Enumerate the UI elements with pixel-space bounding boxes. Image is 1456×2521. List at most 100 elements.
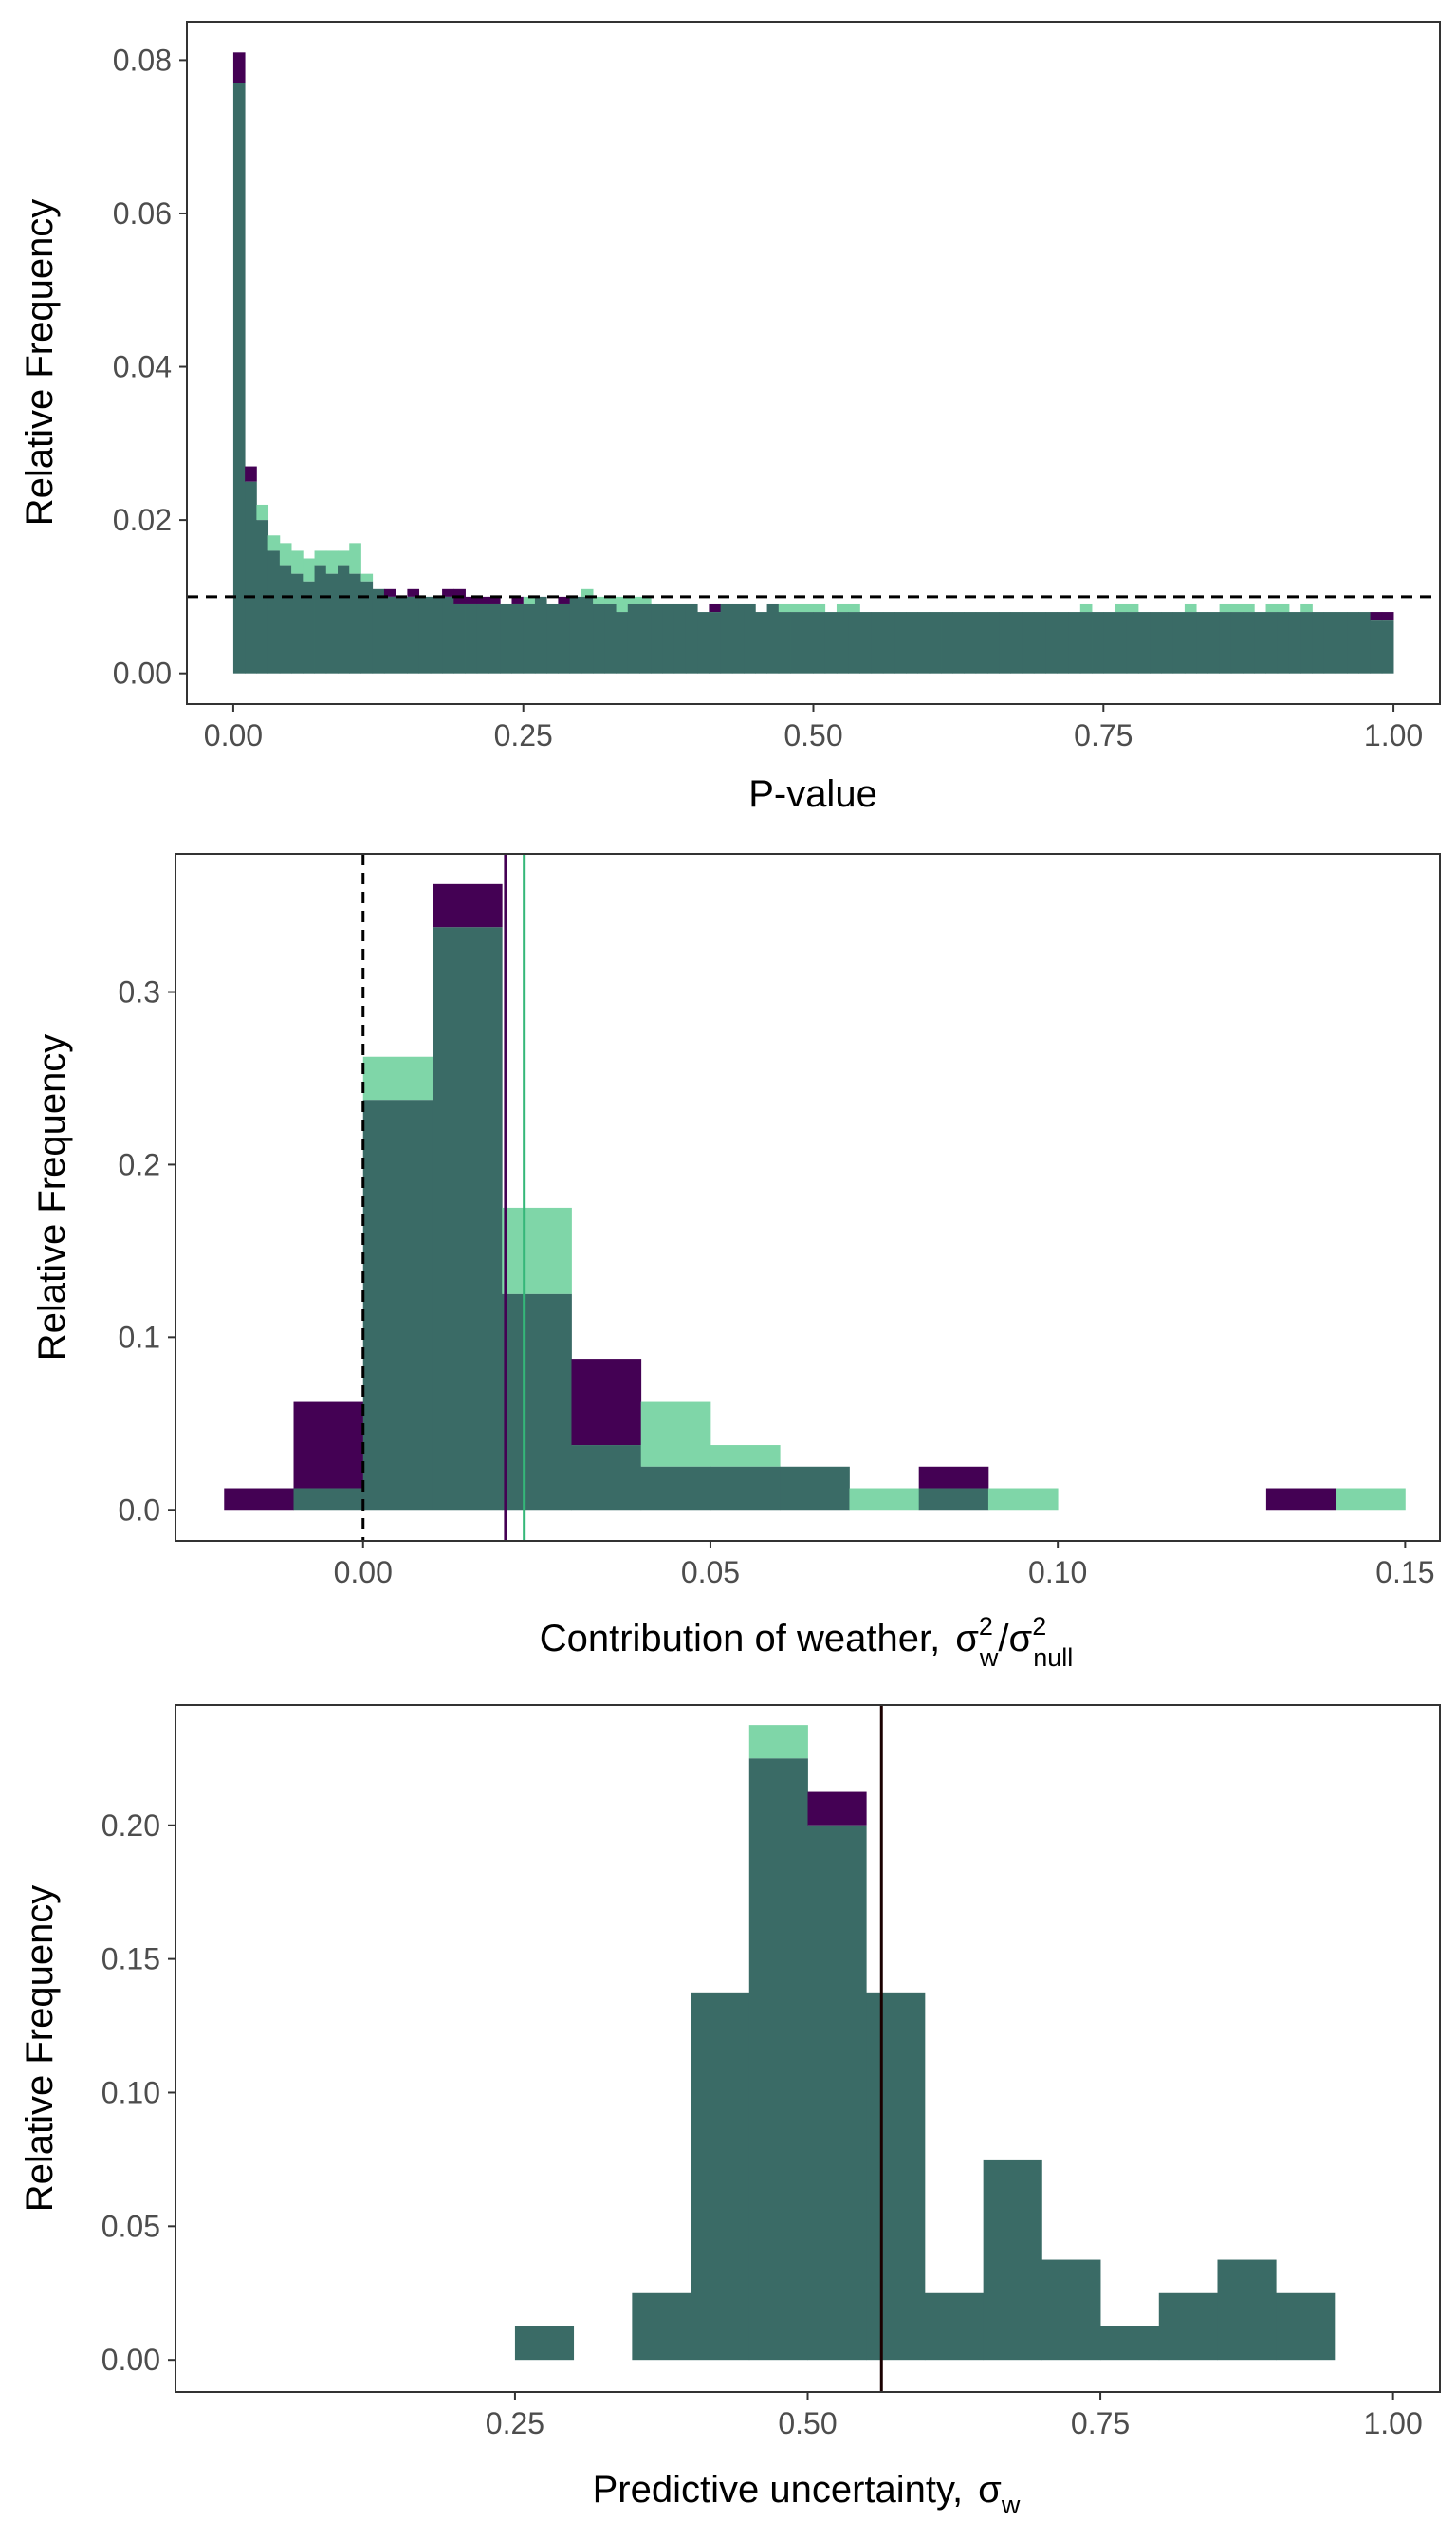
bar-overlap	[627, 603, 640, 674]
bar-overlap	[1045, 612, 1058, 674]
bar-overlap	[744, 603, 756, 674]
bar-overlap	[476, 603, 489, 674]
bar-overlap	[1115, 612, 1128, 674]
bar-overlap	[1033, 612, 1046, 674]
bar-overlap	[1335, 612, 1348, 674]
bar-group-b-excess	[639, 596, 652, 604]
bar-overlap	[430, 596, 443, 674]
bar-overlap	[453, 603, 466, 674]
y-tick-label: 0.20	[101, 1808, 160, 1843]
bar-overlap	[432, 927, 503, 1511]
y-tick-label: 0.06	[113, 196, 172, 231]
bars-uncertainty	[514, 1725, 1336, 2361]
bar-overlap	[418, 596, 432, 674]
bar-overlap	[918, 1488, 989, 1511]
x-tick-label: 0.10	[1028, 1555, 1087, 1589]
bar-overlap	[685, 603, 698, 674]
bar-overlap	[338, 565, 350, 674]
bar-overlap	[1230, 612, 1244, 674]
bar-group-b-excess	[291, 550, 304, 574]
bar-group-b-excess	[360, 573, 374, 582]
bar-group-b-excess	[1300, 603, 1313, 613]
bar-group-b-excess	[314, 550, 327, 566]
panel-pvalue: 0.00 0.02 0.04 0.06 0.08 0.00 0.25 0.50 0.75 1.0…	[19, 21, 1441, 815]
bar-overlap	[546, 603, 559, 674]
bar-overlap	[325, 573, 339, 674]
sub-numerator: w	[979, 1643, 999, 1672]
bar-overlap	[1172, 612, 1186, 674]
y-axis-title-pvalue: Relative Frequency	[19, 199, 61, 527]
bar-overlap	[1370, 620, 1383, 674]
x-axis-title-text: Contribution of weather,	[540, 1618, 940, 1659]
bar-overlap	[894, 612, 907, 674]
bar-overlap	[848, 612, 860, 674]
panel-uncertainty: 0.00 0.05 0.10 0.15 0.20 0.25 0.50 0.75 1.00 Re…	[19, 1704, 1441, 2519]
bar-overlap	[813, 612, 826, 674]
bar-overlap	[396, 596, 408, 674]
bar-group-b-excess	[502, 1207, 572, 1294]
bar-overlap	[1126, 612, 1139, 674]
bar-overlap	[232, 83, 246, 674]
bar-group-a-excess	[476, 596, 489, 604]
fraction-slash: /	[998, 1618, 1009, 1659]
bar-group-a-excess	[511, 596, 525, 604]
bar-overlap	[1300, 612, 1313, 674]
bar-group-a-excess	[232, 52, 246, 83]
bar-group-b-excess	[279, 543, 292, 566]
bar-group-b-excess	[267, 535, 281, 551]
bar-overlap	[802, 612, 814, 674]
y-axis-title-uncertainty: Relative Frequency	[19, 1885, 61, 2213]
bar-overlap	[866, 1992, 926, 2361]
bar-overlap	[662, 603, 675, 674]
bar-group-a-excess	[558, 596, 571, 604]
bar-overlap	[581, 596, 594, 674]
y-tick-label: 0.00	[101, 2343, 160, 2377]
bar-overlap	[975, 612, 988, 674]
y-axis-uncertainty: 0.00 0.05 0.10 0.15 0.20	[101, 1808, 175, 2377]
x-tick-label: 1.00	[1363, 2406, 1422, 2440]
bar-overlap	[1276, 2292, 1336, 2361]
bar-overlap	[488, 603, 501, 674]
bar-overlap	[465, 603, 478, 674]
bar-overlap	[1196, 612, 1208, 674]
bar-overlap	[314, 565, 327, 674]
bars-contribution	[224, 883, 1406, 1511]
bar-overlap	[1184, 612, 1197, 674]
sup-denominator: 2	[1032, 1612, 1046, 1641]
bar-overlap	[1079, 612, 1093, 674]
bar-group-b-excess	[778, 603, 791, 613]
bar-group-a-excess	[807, 1791, 867, 1826]
bar-overlap	[293, 1488, 364, 1511]
bar-overlap	[372, 588, 385, 674]
bar-overlap	[1381, 620, 1394, 674]
bar-overlap	[1312, 612, 1325, 674]
y-tick-label: 0.3	[119, 975, 160, 1010]
bar-overlap	[511, 603, 525, 674]
bar-overlap	[1022, 612, 1035, 674]
x-tick-label: 0.25	[494, 718, 553, 752]
sigma-subscript: w	[1001, 2491, 1021, 2519]
bar-overlap	[697, 612, 710, 674]
bar-group-b-excess	[1079, 603, 1093, 613]
bar-overlap	[929, 612, 942, 674]
bar-overlap	[267, 550, 281, 674]
bar-overlap	[256, 520, 269, 674]
y-tick-label: 0.08	[113, 43, 172, 77]
bar-overlap	[291, 573, 304, 674]
bar-overlap	[924, 2292, 985, 2361]
bar-overlap	[755, 612, 767, 674]
bar-overlap	[986, 612, 1000, 674]
bar-overlap	[502, 1293, 572, 1511]
bar-overlap	[964, 612, 977, 674]
bar-group-a-excess	[383, 588, 396, 597]
x-axis-uncertainty: 0.25 0.50 0.75 1.00	[486, 2392, 1423, 2440]
bar-overlap	[731, 603, 745, 674]
x-axis-pvalue: 0.00 0.25 0.50 0.75 1.00	[204, 704, 1423, 752]
bar-overlap	[1158, 2292, 1218, 2361]
bar-overlap	[720, 603, 733, 674]
x-tick-label: 0.50	[783, 718, 842, 752]
bar-group-b-excess	[325, 550, 339, 574]
bar-overlap	[1103, 612, 1115, 674]
bar-overlap	[999, 612, 1011, 674]
bar-overlap	[349, 573, 361, 674]
